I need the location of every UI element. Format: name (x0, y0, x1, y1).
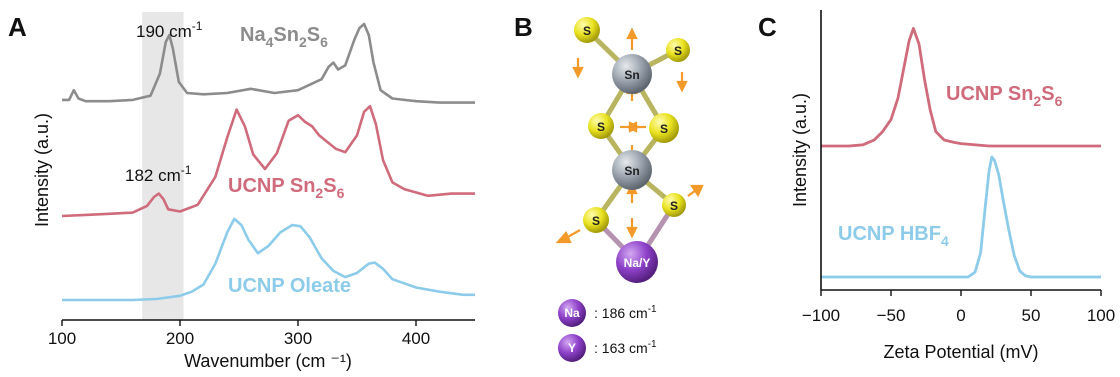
atom-label-s: S (592, 214, 600, 228)
series-label-na4sn2s6: Na4Sn2S6 (240, 24, 328, 50)
sulfur-atom (666, 38, 690, 62)
x-tick-label-c: 100 (1087, 306, 1115, 325)
sulfur-atom (574, 17, 600, 43)
legend-na-label: Na (564, 306, 580, 320)
panel-c: C −100 −50 0 50 100 Zeta Potential (mV) Inte… (758, 10, 1115, 362)
x-tick-label-a: 300 (284, 329, 312, 348)
x-ticks-a: 100 200 300 400 (48, 320, 430, 348)
sulfur-atom (649, 113, 679, 143)
arrow-head (625, 121, 638, 133)
annotation-190: 190 cm-1 (136, 19, 203, 41)
atom-label-s: S (583, 24, 591, 38)
series-line-a-1 (61, 104, 475, 218)
sulfur-atom (583, 207, 609, 233)
x-tick-label-c: −50 (877, 306, 906, 325)
series-line-c-0 (821, 27, 1101, 148)
series-label-ucnp-sn2s6-a: UCNP Sn2S6 (228, 175, 345, 201)
panel-b: B S (514, 12, 704, 362)
atom-label-s: S (660, 122, 668, 136)
x-tick-label-c: −100 (802, 306, 840, 325)
y-axis-title-c: Intensity (a.u.) (790, 93, 810, 207)
x-tick-label-a: 400 (402, 329, 430, 348)
legend-y-atom (558, 334, 586, 362)
plot-a-lines (61, 22, 475, 302)
legend-na-atom (558, 299, 586, 327)
x-tick-label-a: 200 (166, 329, 194, 348)
arrow-head (626, 226, 638, 239)
sulfur-atom (662, 193, 686, 217)
atom-label-s: S (674, 44, 682, 58)
sodium-yttrium-atom (616, 241, 658, 283)
legend-y-value: : 163 cm-1 (594, 339, 657, 356)
atom-legend: Na : 186 cm-1 Y : 163 cm-1 (558, 299, 657, 362)
series-line-c-1 (821, 155, 1101, 279)
atom-label-s: S (597, 120, 605, 134)
tin-atom (612, 54, 652, 94)
atom-label-sn: Sn (624, 164, 639, 178)
plot-c-lines (821, 27, 1101, 279)
x-axis-title-c: Zeta Potential (mV) (883, 342, 1038, 362)
arrow-head (626, 27, 638, 40)
panel-letter-c: C (758, 12, 777, 42)
legend-na-value: : 186 cm-1 (594, 304, 657, 321)
atoms: S S Sn S S Sn S S Na/Y (574, 17, 690, 283)
legend-y-label: Y (568, 341, 576, 355)
arrow-head (572, 66, 584, 79)
series-label-ucnp-hbf4: UCNP HBF4 (838, 223, 949, 249)
panel-letter-a: A (8, 12, 27, 42)
series-label-ucnp-oleate: UCNP Oleate (228, 275, 351, 297)
atom-label-sn: Sn (624, 68, 639, 82)
series-line-a-2 (62, 217, 475, 302)
arrow-head (555, 230, 572, 244)
x-tick-label-a: 100 (48, 329, 76, 348)
tin-atom (612, 150, 652, 190)
series-line-a-0 (62, 22, 475, 104)
x-ticks-c: −100 −50 0 50 100 (802, 290, 1115, 325)
arrow-head (676, 80, 688, 93)
atom-label-na-y: Na/Y (624, 256, 651, 270)
x-tick-label-c: 50 (1022, 306, 1041, 325)
sulfur-atom (588, 113, 614, 139)
x-tick-label-c: 0 (956, 306, 965, 325)
vibration-arrows (555, 27, 704, 244)
panel-a: A 100 200 300 400 Wavenumber (cm ⁻¹) Intens… (8, 12, 475, 371)
x-axis-title-a: Wavenumber (cm ⁻¹) (184, 351, 352, 371)
y-axis-title-a: Intensity (a.u.) (32, 113, 52, 227)
arrow-head (689, 184, 704, 198)
series-label-ucnp-sn2s6-c: UCNP Sn2S6 (946, 83, 1063, 109)
atom-label-s: S (670, 199, 678, 213)
annotation-182: 182 cm-1 (125, 163, 192, 185)
panel-letter-b: B (514, 12, 533, 42)
